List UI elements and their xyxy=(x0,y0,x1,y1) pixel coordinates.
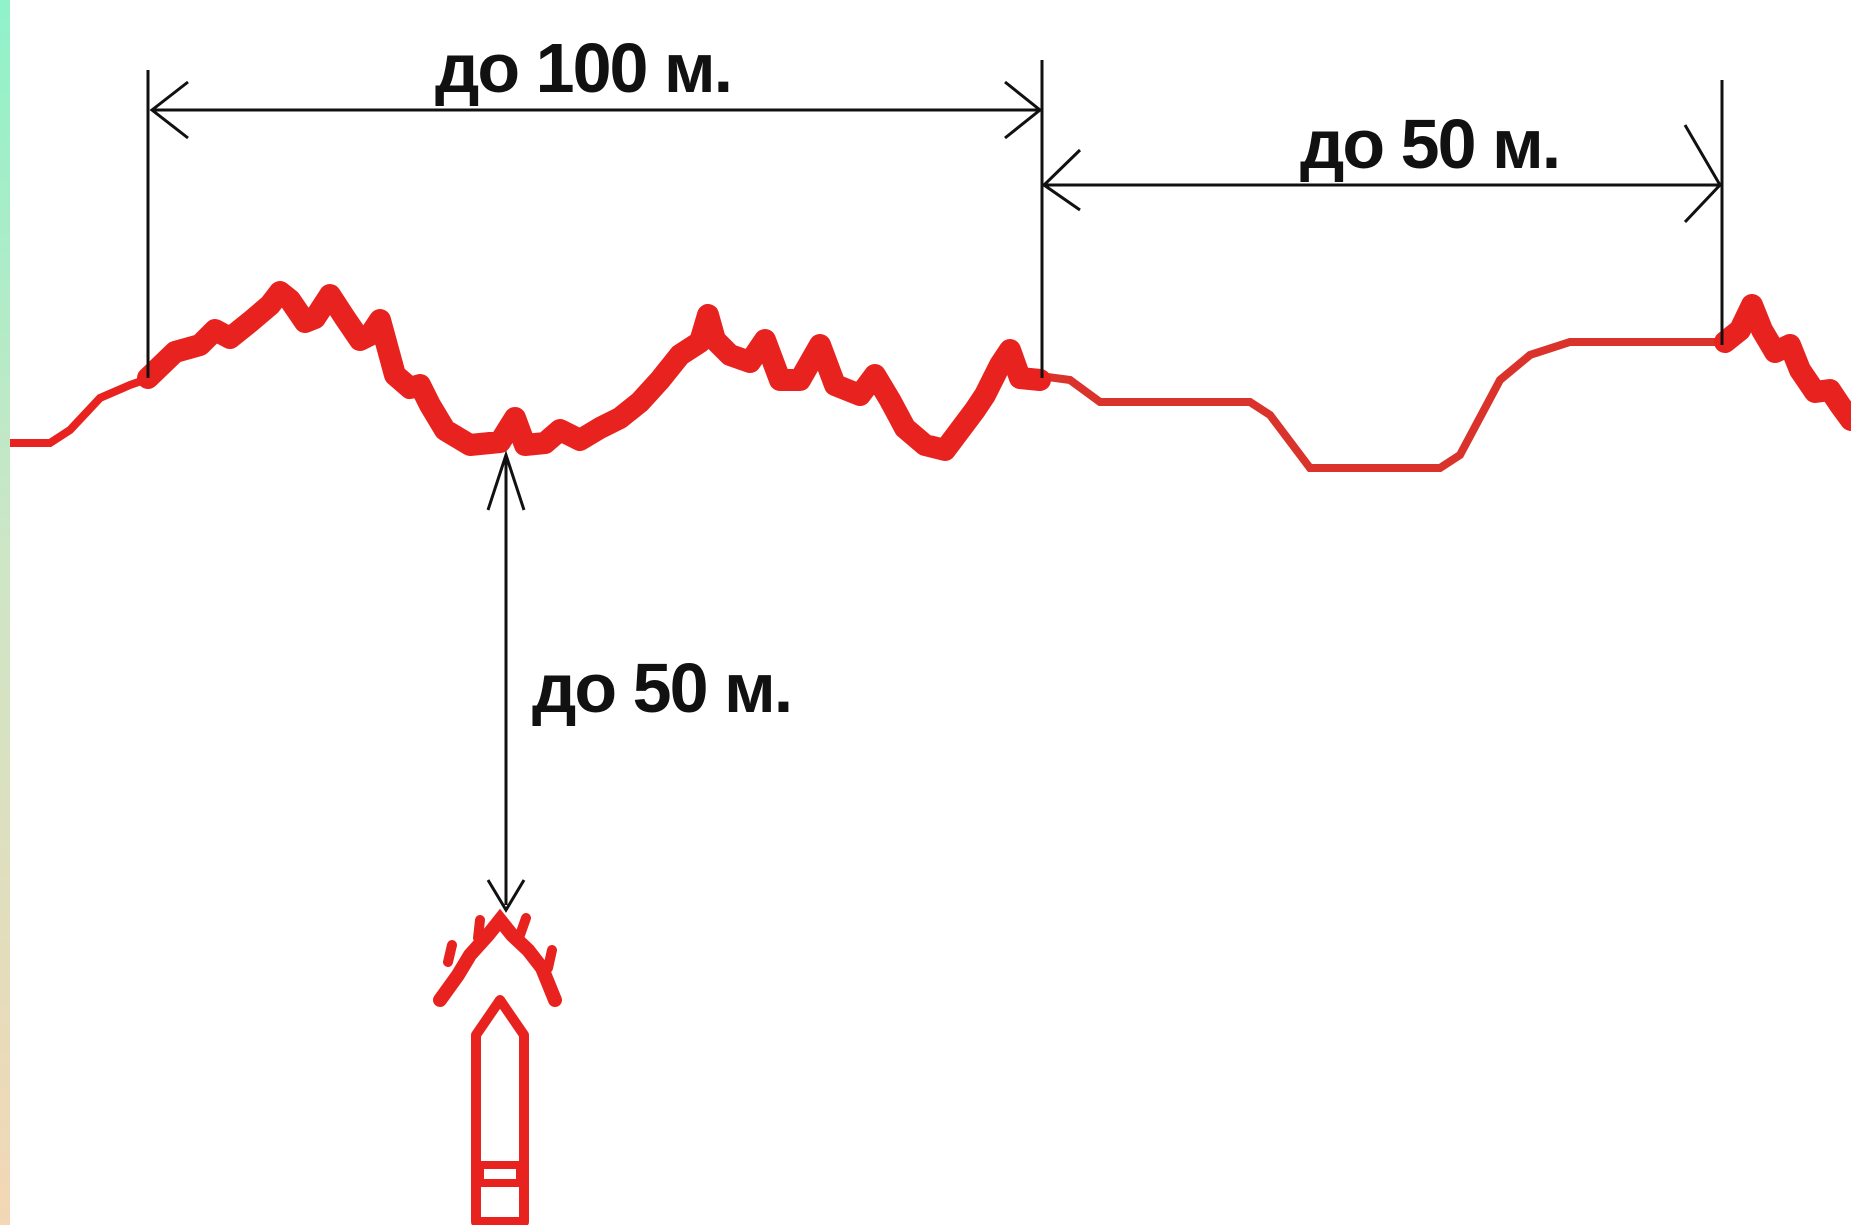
gap-width-dimension xyxy=(1041,124,1722,224)
slide-accent-strip xyxy=(0,0,10,1225)
depth-label: до 50 м. xyxy=(532,649,791,727)
terrain-line-left xyxy=(10,374,152,447)
squad-position-arrow-icon xyxy=(433,908,562,1225)
depth-dimension xyxy=(486,450,526,913)
trench-segment-right xyxy=(1714,294,1851,431)
gap-width-label: до 50 м. xyxy=(1300,105,1559,183)
trench-segment-main xyxy=(137,281,1051,461)
terrain-line-gap xyxy=(1039,338,1725,472)
front-width-dimension xyxy=(149,80,1043,140)
front-width-label: до 100 м. xyxy=(435,29,731,107)
